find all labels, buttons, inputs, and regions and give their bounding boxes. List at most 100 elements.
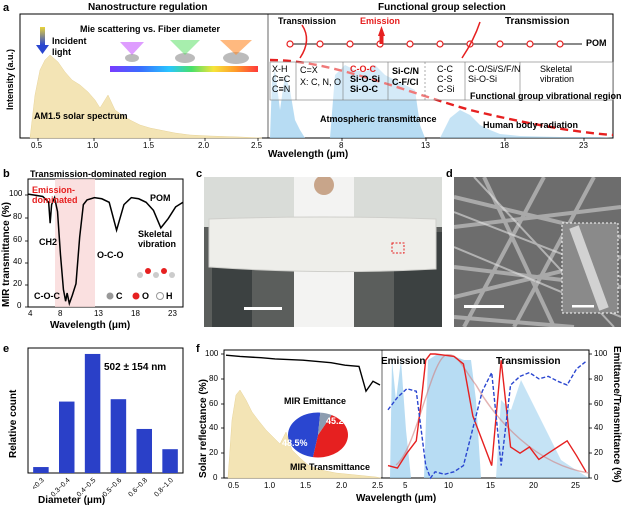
f-ytick: 20 <box>209 448 218 457</box>
histogram-bar <box>136 428 152 473</box>
b-ch2: CH2 <box>39 237 58 247</box>
panel-f-chart <box>221 349 592 480</box>
f-ytick: 100 <box>205 349 219 358</box>
transmission-right: Transmission <box>505 16 570 27</box>
group-cell-4-line2: C-F/Cl <box>392 77 419 87</box>
transmission-left: Transmission <box>278 16 337 26</box>
panel-f-label: f <box>196 343 200 355</box>
b-ytick: 40 <box>13 257 22 266</box>
group-cell-2-line2: X: C, N, O <box>300 77 342 87</box>
e-annotation: 502 ± 154 nm <box>104 362 167 373</box>
f-ytick: 0 <box>213 473 218 482</box>
f-ylabel-right: Emittance/Transmittance (%) <box>611 346 622 483</box>
group-cell-5: C-C C-S C-Si <box>437 64 455 94</box>
panel-b-label: b <box>3 168 10 180</box>
panel-c-label: c <box>196 168 203 180</box>
transmittance-line <box>387 360 587 480</box>
a-xtick: 13 <box>421 141 430 150</box>
b-xlabel: Wavelength (μm) <box>50 320 131 331</box>
group-cell-3-line2: Si-O-Si <box>350 74 381 84</box>
pie-slice <box>312 414 348 458</box>
histogram-xtick: 0.8~1.0 <box>153 477 175 499</box>
group-cell-7-line2: vibration <box>540 74 575 84</box>
group-cell-3-line1: C-O-C <box>350 64 376 74</box>
panel-b: b Transmission-dominated region Emission… <box>0 165 190 335</box>
solar-reflectance-line <box>225 354 381 393</box>
b-pom: POM <box>150 193 171 203</box>
group-cell-1-line1: X-H <box>272 64 288 74</box>
f-xlabel: Wavelength (μm) <box>356 493 437 504</box>
b-skeletal: Skeletal vibration <box>138 229 177 249</box>
a-xlabel: Wavelength (μm) <box>268 149 349 160</box>
sem-image <box>454 177 621 327</box>
a-xtick: 2.5 <box>251 141 263 150</box>
f-ytick-right: 20 <box>594 448 603 457</box>
f-xtick: 5 <box>403 481 408 490</box>
mie-text: Mie scattering vs. Fiber diameter <box>80 24 221 34</box>
a-xtick: 18 <box>500 141 509 150</box>
b-ytick: 80 <box>13 212 22 221</box>
group-cell-2-line1: C=X <box>300 65 318 75</box>
group-cell-1-line3: C≡N <box>272 84 291 94</box>
f-transmission: Transmission <box>496 356 561 367</box>
group-cell-6-line2: Si-O-Si <box>468 74 497 84</box>
b-ytick: 60 <box>13 235 22 244</box>
fg-region-label: Functional group vibrational region <box>470 91 622 101</box>
histogram-bar <box>162 449 178 473</box>
b-ytick: 100 <box>9 189 23 198</box>
b-xtick: 8 <box>58 309 63 318</box>
f-xtick: 20 <box>529 481 538 490</box>
group-cell-6: C-O/Si/S/F/N Si-O-Si <box>468 64 521 84</box>
f-mir-emittance: MIR Emittance <box>284 396 347 406</box>
e-xlabel: Diameter (μm) <box>38 495 106 506</box>
b-xtick: 13 <box>94 309 103 318</box>
panel-a-label: a <box>3 2 10 14</box>
b-legend-h: H <box>166 291 173 301</box>
pom-label: POM <box>586 38 607 48</box>
a-xtick: 2.0 <box>198 141 210 150</box>
histogram-bar <box>33 467 49 473</box>
b-ytick: 20 <box>13 279 22 288</box>
panel-f: f Emission Transmission MIR Emittance MI… <box>196 340 623 509</box>
panel-e-label: e <box>3 343 10 355</box>
a-xtick: 8 <box>339 141 344 150</box>
group-cell-7: Skeletal vibration <box>540 64 574 84</box>
b-ylabel: MIR transmittance (%) <box>1 201 12 307</box>
left-heading: Nanostructure regulation <box>88 2 208 13</box>
pie-slice <box>288 412 321 458</box>
f-ytick-right: 80 <box>594 374 603 383</box>
f-ytick-right: 40 <box>594 423 603 432</box>
panel-b-chart <box>25 178 184 308</box>
b-xtick: 18 <box>131 309 140 318</box>
b-legend-c: C <box>116 291 123 301</box>
b-legend-o: O <box>142 291 150 301</box>
f-ytick-right: 100 <box>594 349 608 358</box>
f-xtick: 1.5 <box>300 481 312 490</box>
f-pct-trans: 48.5% <box>282 438 308 448</box>
f-xtick: 1.0 <box>264 481 276 490</box>
f-xtick: 2.5 <box>372 481 384 490</box>
group-cell-6-line1: C-O/Si/S/F/N <box>468 64 521 74</box>
f-pct-emit: 45.2% <box>326 416 352 426</box>
f-mir-transmittance: MIR Transmittance <box>290 462 371 472</box>
group-cell-5-line1: C-C <box>437 64 453 74</box>
a-xtick: 0.5 <box>31 141 43 150</box>
f-ytick: 40 <box>209 423 218 432</box>
f-xtick: 25 <box>571 481 580 490</box>
e-ylabel: Relative count <box>8 389 19 458</box>
am15-label: AM1.5 solar spectrum <box>34 111 128 121</box>
panel-e-chart: <0.3 0.3~0.4 0.4~0.5 0.5~0.6 0.6~0.8 0.8~1.0 <box>27 347 184 499</box>
a-xtick: 1.5 <box>143 141 155 150</box>
panel-a-ylabel: Intensity (a.u.) <box>5 48 15 110</box>
f-emission: Emission <box>381 356 426 367</box>
b-oco: O-C-O <box>97 250 124 260</box>
b-title: Transmission-dominated region <box>30 169 167 179</box>
f-ylabel-left: Solar reflectance (%) <box>198 379 209 478</box>
panel-a: a Nanostructure regulation Functional gr… <box>0 0 623 160</box>
atm-label: Atmospheric transmittance <box>320 114 437 124</box>
histogram-bar <box>59 401 75 473</box>
group-cell-1: X-H C≡C C≡N <box>272 64 290 94</box>
f-ytick-right: 0 <box>594 473 599 482</box>
panel-a-plot <box>19 13 614 141</box>
photo-fabric <box>204 177 442 327</box>
